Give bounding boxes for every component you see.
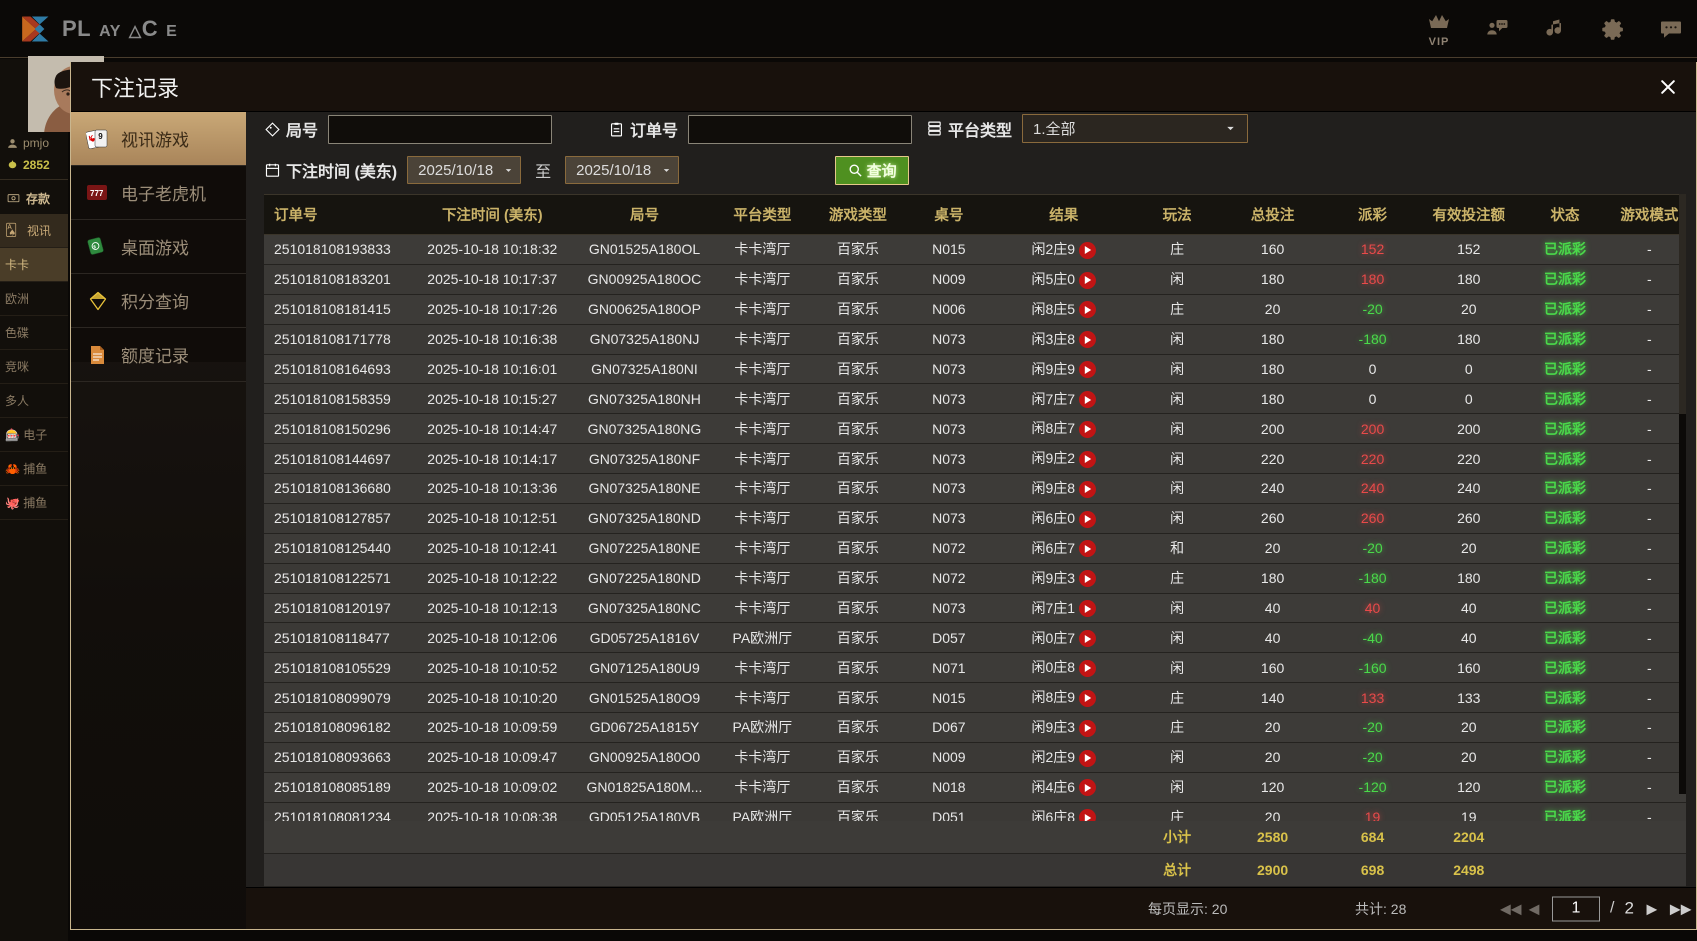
svg-text:9: 9 bbox=[98, 132, 103, 141]
svg-text:777: 777 bbox=[90, 189, 104, 198]
